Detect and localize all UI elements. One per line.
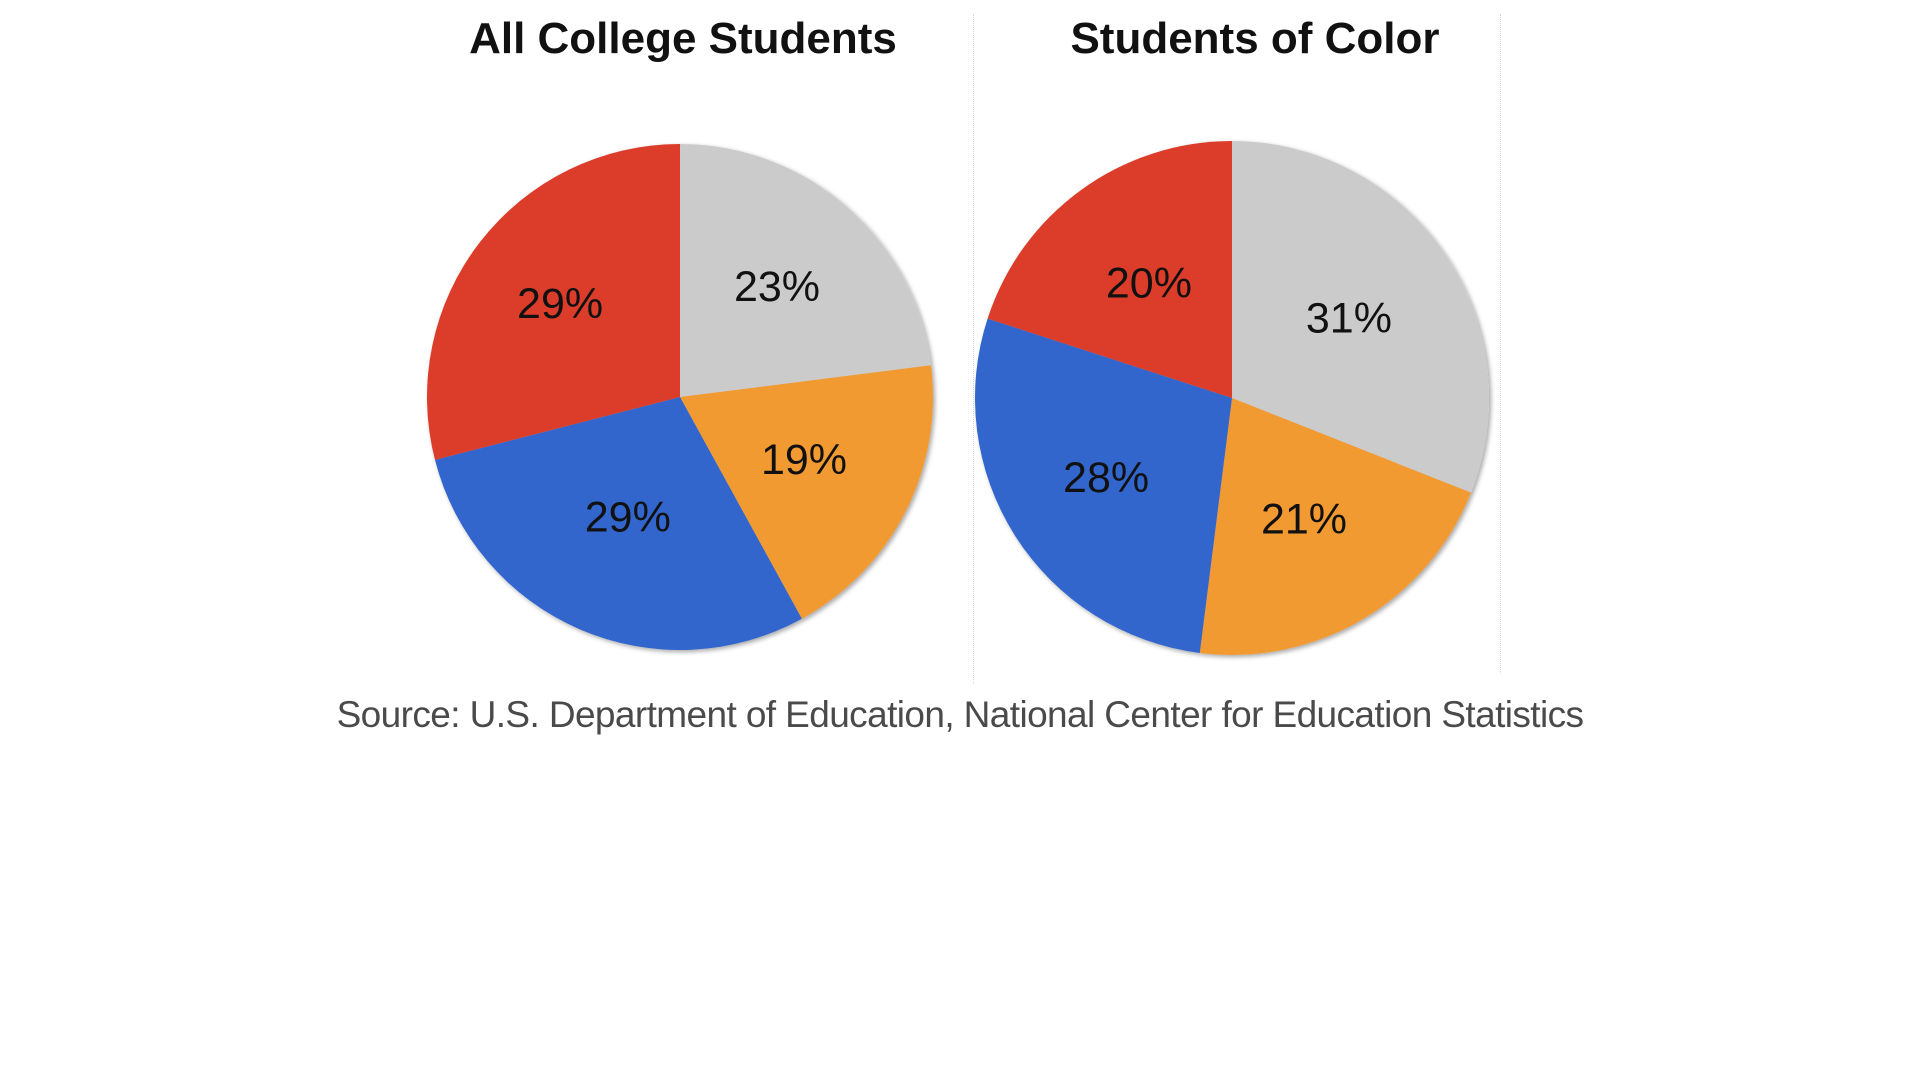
slice-data-label: 19% bbox=[761, 436, 847, 484]
pie-slice bbox=[1232, 141, 1489, 493]
divider-line bbox=[973, 14, 974, 684]
source-note: Source: U.S. Department of Education, Na… bbox=[336, 694, 1584, 735]
pie-slice bbox=[680, 365, 934, 619]
pie-slice bbox=[1199, 398, 1471, 655]
chart-title-students-of-color: Students of Color bbox=[1070, 14, 1440, 63]
slice-data-label: 21% bbox=[1261, 496, 1347, 544]
chart-title-all-college-students: All College Students bbox=[469, 14, 897, 63]
pie-slice bbox=[427, 144, 680, 460]
pie-slice bbox=[680, 144, 932, 397]
slice-data-label: 29% bbox=[585, 494, 671, 542]
slice-data-label: 28% bbox=[1063, 454, 1149, 502]
slice-data-label: 23% bbox=[734, 263, 820, 311]
divider-line bbox=[1500, 14, 1501, 674]
slice-data-label: 31% bbox=[1306, 295, 1392, 343]
pie-chart-2 bbox=[975, 141, 1489, 655]
slice-data-label: 29% bbox=[517, 280, 603, 328]
pie-slice bbox=[975, 318, 1232, 653]
slice-data-label: 20% bbox=[1106, 260, 1192, 308]
pie-slice bbox=[987, 141, 1232, 398]
pie-chart-1 bbox=[427, 144, 934, 651]
pie-slice bbox=[434, 397, 802, 651]
